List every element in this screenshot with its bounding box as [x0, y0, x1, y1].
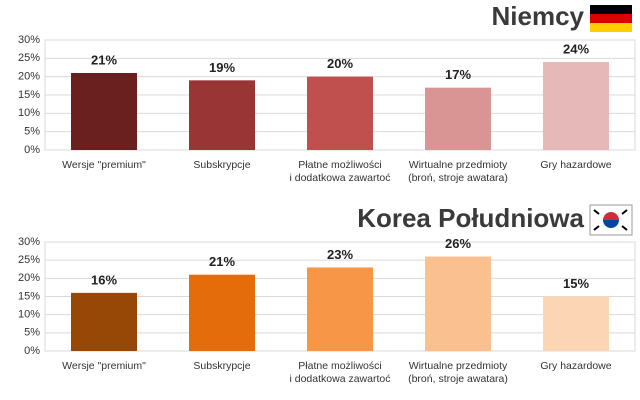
bar: [71, 73, 137, 150]
y-tick-label: 15%: [18, 89, 40, 101]
value-label: 26%: [445, 236, 471, 251]
bar: [189, 80, 255, 150]
value-label: 15%: [563, 276, 589, 291]
x-tick-label: Płatne możliwości i dodatkowa zawartoć: [289, 159, 391, 184]
value-label: 19%: [209, 60, 235, 75]
y-tick-label: 10%: [18, 309, 40, 321]
value-label: 16%: [91, 272, 117, 287]
value-label: 23%: [327, 247, 353, 262]
chart-title: Korea Południowa: [357, 203, 584, 233]
x-tick-label: Subskrypcje: [193, 159, 251, 171]
y-tick-label: 20%: [18, 272, 40, 284]
x-tick-label: Płatne możliwości i dodatkowa zawartoć: [289, 360, 391, 385]
x-tick-label: Wirtualne przedmioty (broń, stroje awata…: [408, 360, 508, 385]
y-tick-label: 25%: [18, 254, 40, 266]
x-tick-label: Gry hazardowe: [540, 159, 612, 171]
bar: [307, 267, 373, 351]
x-tick-label: Wersje "premium": [62, 159, 146, 171]
y-tick-label: 5%: [24, 327, 40, 339]
y-tick-label: 5%: [24, 126, 40, 138]
value-label: 17%: [445, 67, 471, 82]
value-label: 21%: [209, 254, 235, 269]
bar: [71, 292, 137, 351]
bar: [425, 87, 491, 150]
value-label: 21%: [91, 52, 117, 67]
x-tick-label: Wersje "premium": [62, 360, 146, 372]
flag-germany: [590, 5, 632, 32]
y-tick-label: 0%: [24, 144, 40, 156]
bar: [543, 62, 609, 150]
bar: [189, 274, 255, 351]
y-tick-label: 25%: [18, 52, 40, 64]
y-tick-label: 10%: [18, 107, 40, 119]
y-tick-label: 15%: [18, 290, 40, 302]
y-tick-label: 30%: [18, 34, 40, 46]
value-label: 20%: [327, 56, 353, 71]
bar: [425, 256, 491, 351]
x-tick-label: Subskrypcje: [193, 360, 251, 372]
y-tick-label: 0%: [24, 345, 40, 357]
bar: [307, 76, 373, 150]
y-tick-label: 20%: [18, 71, 40, 83]
flag-korea: [589, 204, 633, 236]
chart-title: Niemcy: [492, 1, 585, 31]
x-tick-label: Wirtualne przedmioty (broń, stroje awata…: [408, 159, 508, 184]
bar: [543, 296, 609, 351]
y-tick-label: 30%: [18, 236, 40, 248]
x-tick-label: Gry hazardowe: [540, 360, 612, 372]
value-label: 24%: [563, 41, 589, 56]
